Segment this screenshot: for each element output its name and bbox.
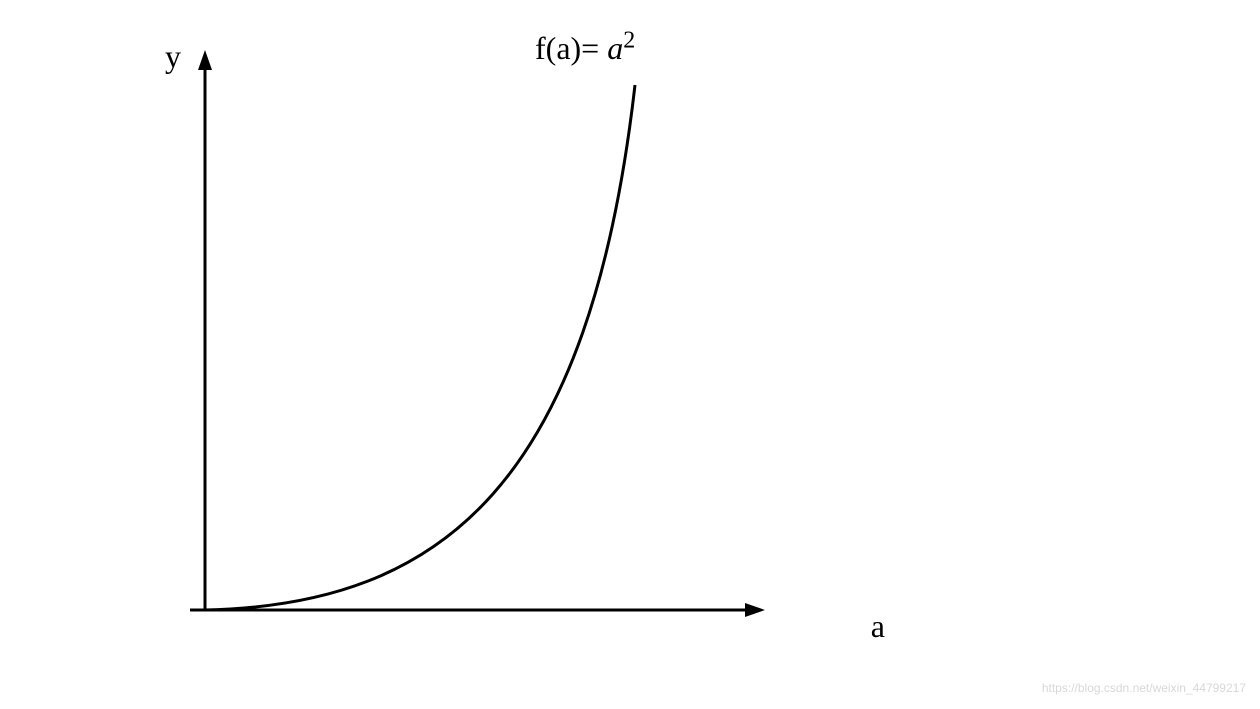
- function-curve: [205, 85, 635, 610]
- x-axis-label: a: [871, 608, 885, 645]
- y-axis-label: y: [165, 38, 181, 75]
- function-label: f(a)= a2: [535, 30, 635, 67]
- chart-area: y a f(a)= a2: [195, 40, 845, 660]
- function-exponent: 2: [623, 27, 635, 53]
- function-var: a: [607, 30, 623, 66]
- chart-svg: [195, 40, 845, 660]
- y-axis-arrow: [198, 50, 212, 70]
- watermark-text: https://blog.csdn.net/weixin_44799217: [1042, 681, 1246, 695]
- function-prefix: f(a)=: [535, 30, 607, 66]
- x-axis-arrow: [745, 603, 765, 617]
